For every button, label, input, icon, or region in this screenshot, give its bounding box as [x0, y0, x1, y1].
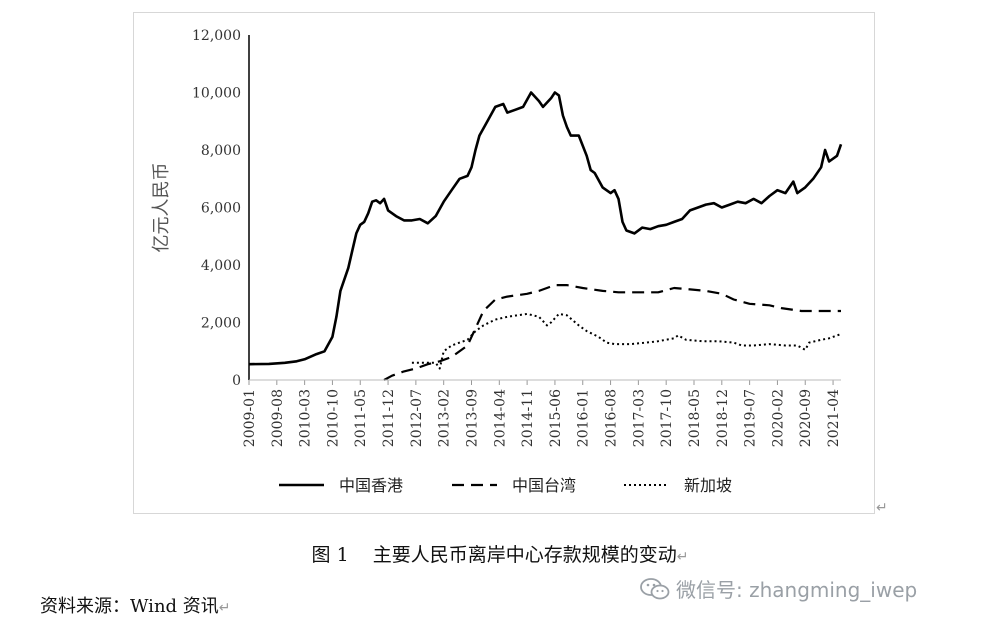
x-tick-label: 2015-06: [548, 389, 564, 447]
x-tick-label: 2017-03: [631, 389, 647, 447]
source-value: Wind 资讯: [130, 596, 219, 617]
x-tick-label: 2016-01: [576, 389, 592, 447]
chart-frame: 0 2,000 4,000 6,000 8,000 10,000 12,000 2009-0…: [133, 12, 875, 514]
y-tick-label: 2,000: [201, 316, 241, 332]
y-tick-label: 6,000: [201, 201, 241, 217]
legend-label-3: 新加坡: [684, 476, 732, 495]
source-note: 资料来源：Wind 资讯↵: [40, 592, 231, 618]
chart: 0 2,000 4,000 6,000 8,000 10,000 12,000 2009-0…: [151, 28, 843, 495]
legend-label-1: 中国香港: [339, 476, 403, 495]
series-line-2: [383, 284, 841, 381]
x-tick-label: 2020-02: [770, 389, 786, 447]
legend: 中国香港 中国台湾 新加坡: [279, 476, 732, 495]
x-tick-label: 2014-11: [520, 389, 536, 447]
caption-text: 主要人民币离岸中心存款规模的变动: [372, 544, 677, 566]
y-tick-label: 0: [232, 373, 241, 389]
y-tick-label: 10,000: [192, 86, 241, 102]
y-axis-label: 亿元人民币: [151, 163, 172, 253]
x-tick-label: 2016-08: [604, 389, 620, 447]
x-axis-ticks: 2009-01 2009-08 2010-03 2010-10 2011-05 2011-…: [242, 380, 842, 447]
caption-number: 图 1: [311, 544, 349, 566]
x-tick-label: 2014-04: [492, 389, 508, 447]
x-tick-label: 2011-05: [353, 389, 369, 447]
series-line-1: [248, 91, 843, 366]
x-tick-label: 2010-10: [325, 389, 341, 447]
series-layer: [248, 91, 843, 381]
x-tick-label: 2018-12: [715, 389, 731, 447]
x-tick-label: 2018-05: [687, 389, 703, 447]
source-label: 资料来源：: [40, 596, 130, 617]
x-tick-label: 2021-04: [826, 389, 842, 447]
y-tick-label: 12,000: [192, 28, 241, 44]
x-tick-label: 2019-07: [743, 389, 759, 447]
x-tick-label: 2013-02: [437, 389, 453, 447]
series-line-3: [411, 312, 842, 370]
x-tick-label: 2012-07: [409, 389, 425, 447]
x-tick-label: 2009-01: [242, 389, 258, 447]
x-tick-label: 2020-09: [798, 389, 814, 447]
paragraph-mark: ↵: [876, 500, 888, 516]
figure-caption: 图 1 主要人民币离岸中心存款规模的变动↵: [0, 540, 1000, 567]
caption-paragraph-mark: ↵: [676, 549, 689, 565]
source-paragraph-mark: ↵: [218, 600, 231, 616]
y-tick-label: 8,000: [201, 143, 241, 159]
y-tick-label: 4,000: [201, 258, 241, 274]
legend-label-2: 中国台湾: [512, 476, 576, 495]
wechat-icon: [640, 577, 670, 599]
x-tick-label: 2011-12: [381, 389, 397, 447]
x-tick-label: 2010-03: [298, 389, 314, 447]
watermark-text: 微信号: zhangming_iwep: [676, 578, 918, 602]
y-axis-ticks: 0 2,000 4,000 6,000 8,000 10,000 12,000: [192, 28, 241, 389]
x-tick-label: 2017-10: [659, 389, 675, 447]
x-tick-label: 2013-09: [464, 389, 480, 447]
watermark: 微信号: zhangming_iwep: [640, 574, 917, 603]
x-tick-label: 2009-08: [270, 389, 286, 447]
